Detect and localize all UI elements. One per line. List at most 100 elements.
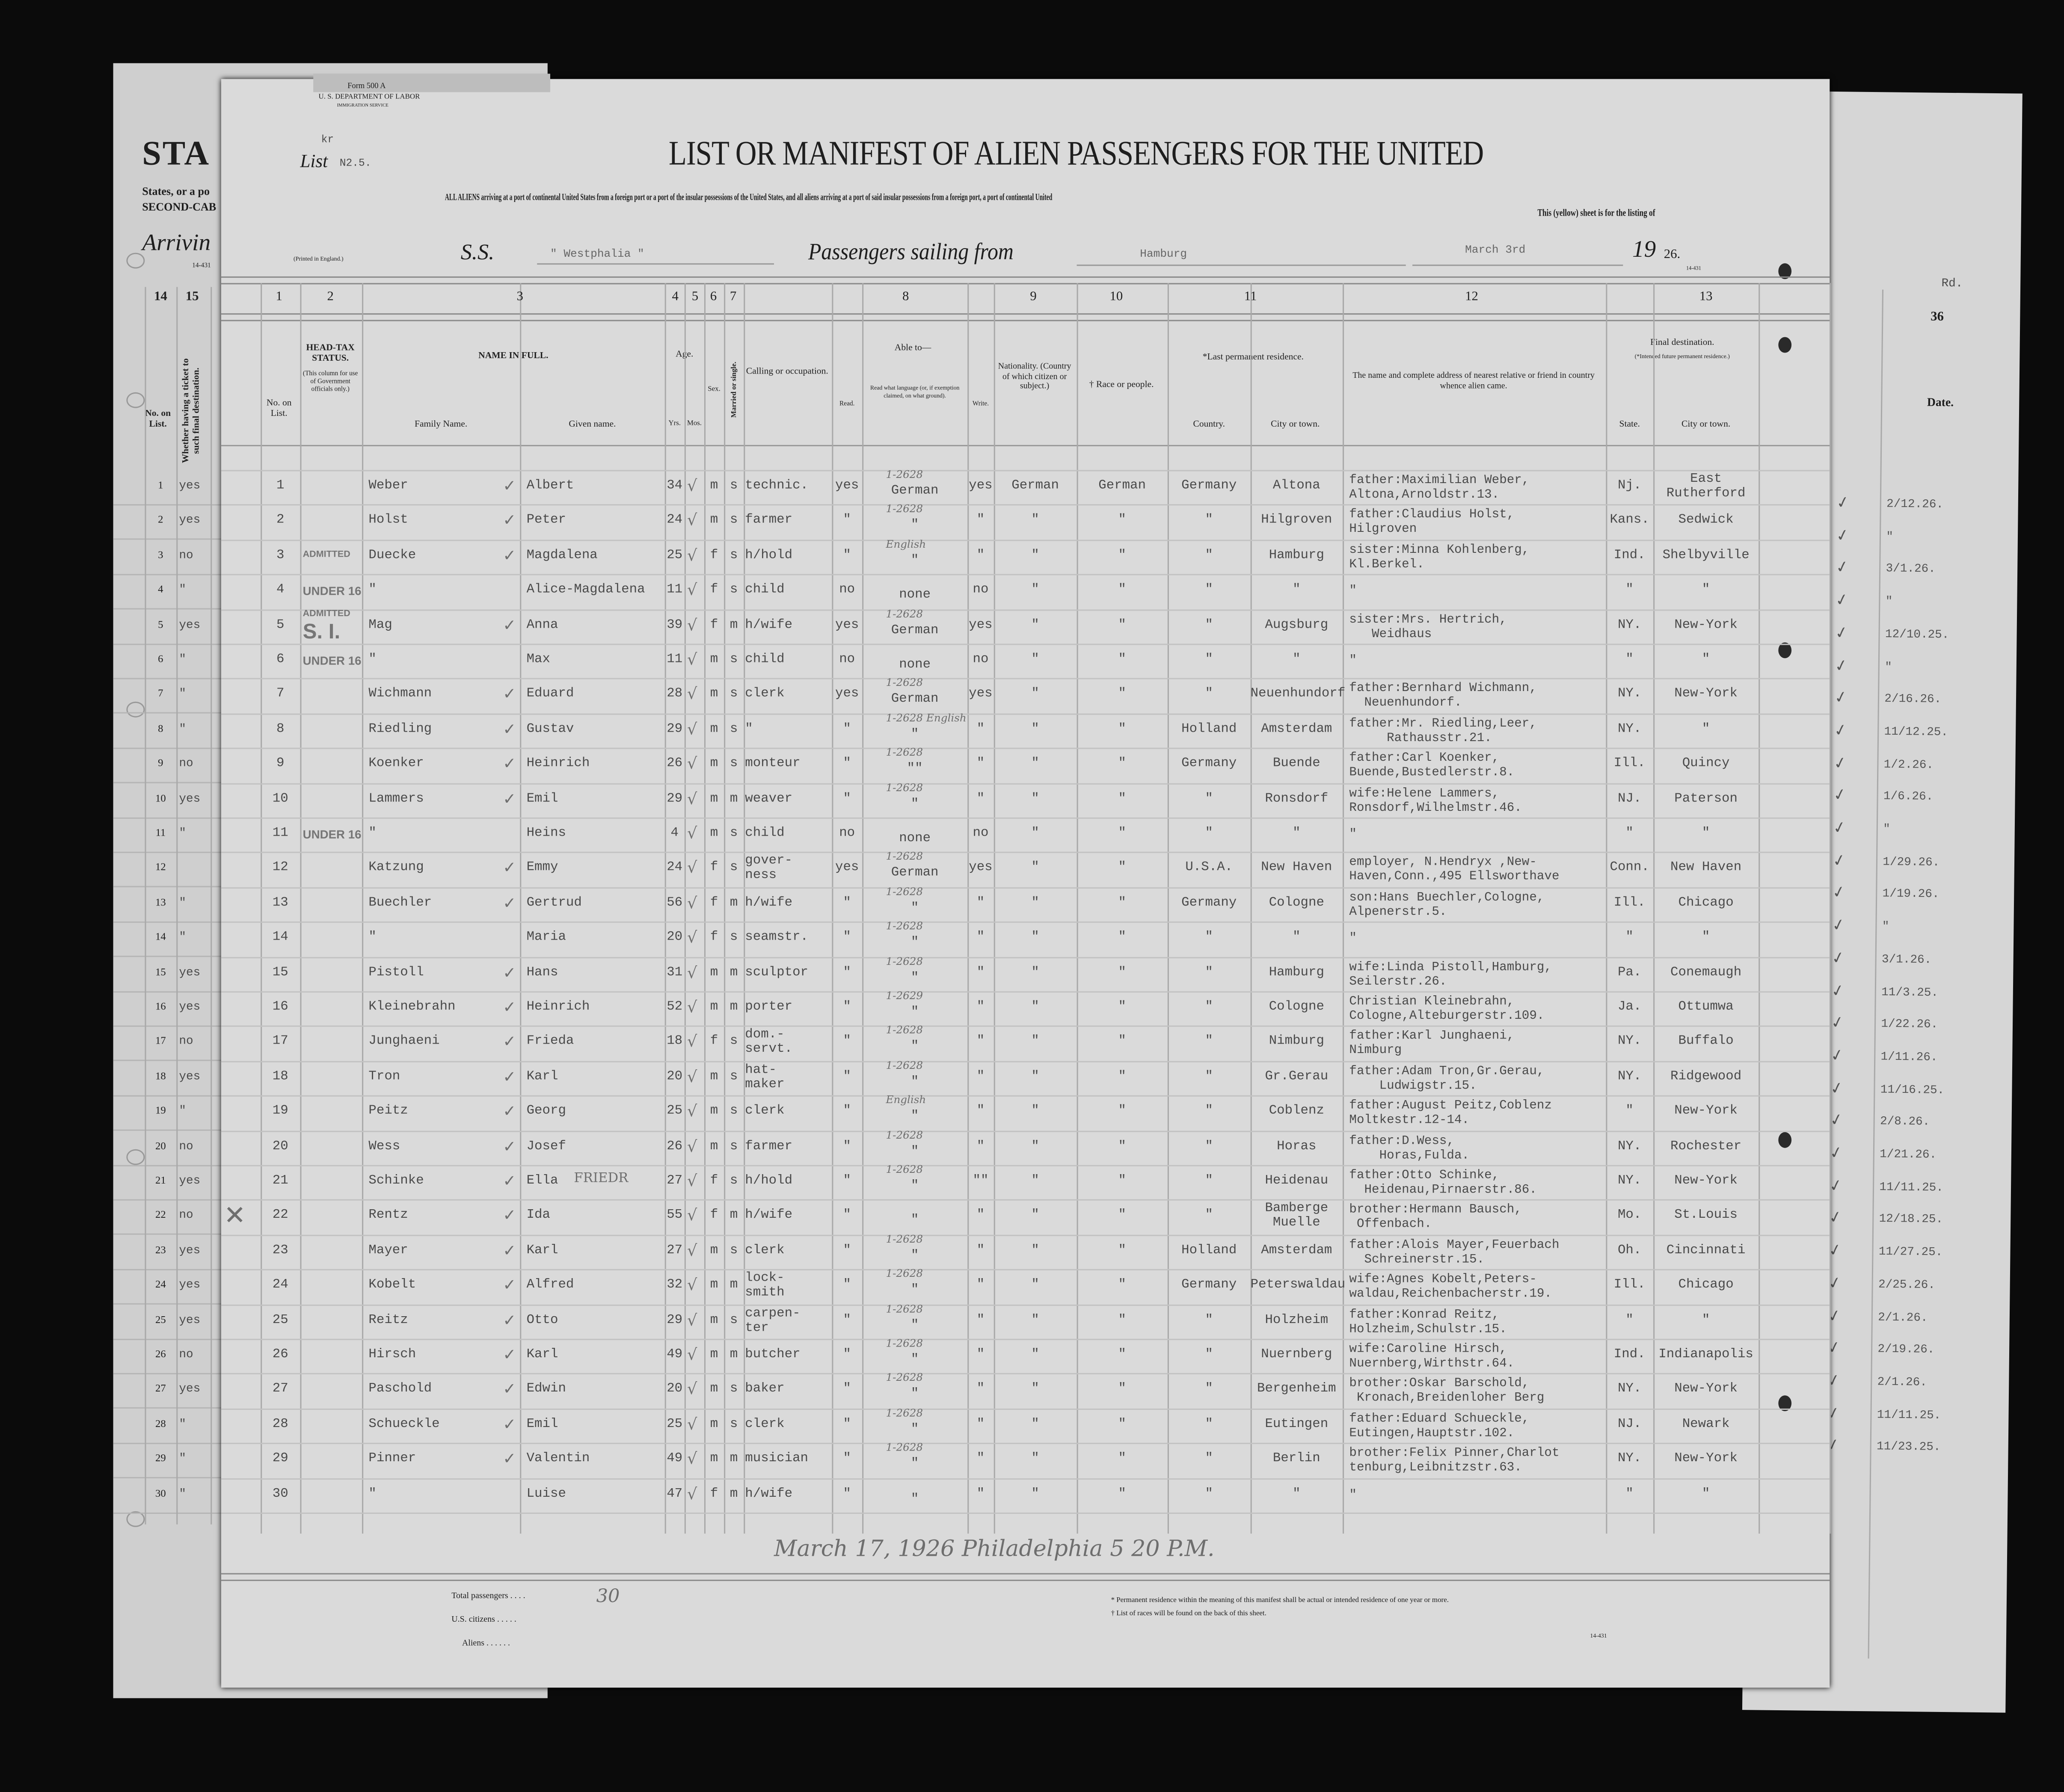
- date-value: 11/12.25.: [1884, 725, 1948, 739]
- date-value: 11/27.25.: [1878, 1245, 1943, 1259]
- cell-nationality: ": [1031, 827, 1039, 841]
- cell-age: 26: [667, 1139, 683, 1154]
- cell-read: ": [843, 1104, 851, 1119]
- ticket-value: yes: [179, 1383, 201, 1396]
- cell-read: no: [839, 827, 855, 841]
- row-divider: [113, 1407, 221, 1409]
- check-mark-icon: √: [687, 928, 697, 947]
- cell-marital: m: [730, 618, 738, 633]
- cell-no: 26: [272, 1348, 288, 1363]
- handwritten-note: 1-2628: [886, 851, 923, 863]
- cell-country: ": [1205, 1313, 1213, 1328]
- cell-write: no: [973, 827, 989, 841]
- cell-country: ": [1205, 965, 1213, 980]
- cell-write: ": [976, 1243, 985, 1258]
- date-value: ": [1883, 822, 1890, 836]
- row-divider: [221, 1443, 1830, 1445]
- row-divider: [113, 1512, 221, 1513]
- cell-nationality: ": [1031, 1070, 1039, 1085]
- cell-no: 6: [276, 653, 285, 668]
- column-number: 13: [1699, 289, 1713, 304]
- cell-race: ": [1118, 896, 1126, 911]
- ticket-value: ": [179, 688, 187, 701]
- cell-write: ": [976, 1487, 985, 1502]
- cell-dest-city: Cincinnati: [1666, 1243, 1746, 1258]
- cell-city: Gr.Gerau: [1265, 1070, 1329, 1085]
- check-mark-icon: √: [687, 1345, 697, 1364]
- cell-nationality: German: [1011, 479, 1059, 494]
- cell-occupation: butcher: [745, 1348, 801, 1363]
- cell-family: Duecke: [368, 549, 416, 564]
- cell-nationality: ": [1031, 1139, 1039, 1154]
- cell-age: 11: [667, 583, 683, 598]
- date-value: 1/11.26.: [1880, 1050, 1938, 1064]
- cell-language: ": [910, 1179, 919, 1194]
- row-divider: [221, 1165, 1830, 1166]
- cell-occupation: clerk: [745, 1417, 785, 1432]
- cell-read: ": [843, 1487, 851, 1502]
- cell-read: ": [843, 792, 851, 807]
- cell-sex: m: [710, 653, 718, 668]
- year-prefix: 19: [1632, 235, 1656, 262]
- cell-relative: ": [1349, 931, 1357, 946]
- header-mos: Mos.: [687, 420, 702, 428]
- row-divider: [113, 712, 221, 714]
- footnote-races: † List of races will be found on the bac…: [1111, 1610, 1266, 1618]
- ticket-value: yes: [179, 1000, 201, 1014]
- header-bottom-rule: [221, 445, 1830, 446]
- cell-race: ": [1118, 618, 1126, 633]
- cell-marital: s: [730, 1383, 738, 1397]
- check-mark-icon: ✓: [503, 963, 516, 982]
- date-value: 1/19.26.: [1882, 887, 1939, 902]
- col15-label: Whether having a ticket to such final de…: [180, 358, 202, 463]
- cell-given: Anna: [526, 618, 558, 633]
- cell-state: NY.: [1617, 1035, 1642, 1050]
- check-mark-icon: √: [687, 650, 697, 669]
- cell-country: Holland: [1181, 1243, 1237, 1258]
- date-value: 11/23.25.: [1876, 1440, 1941, 1454]
- cell-country: ": [1205, 1209, 1213, 1224]
- left-row-number: 18: [155, 1070, 166, 1082]
- date-value: 1/2.26.: [1883, 757, 1934, 771]
- cell-relative: employer, N.Hendryx ,New- Haven,Conn.,49…: [1349, 854, 1560, 884]
- cell-family: Buechler: [368, 896, 432, 911]
- column-divider: [862, 283, 864, 1534]
- check-mark-icon: √: [687, 1067, 697, 1086]
- row-divider: [113, 851, 221, 853]
- date-value: 11/11.25.: [1879, 1180, 1944, 1194]
- cell-sex: m: [710, 1348, 718, 1363]
- cell-occupation: seamstr.: [745, 931, 809, 946]
- cell-race: ": [1118, 722, 1126, 737]
- cell-race: ": [1118, 1383, 1126, 1397]
- cell-sex: f: [710, 618, 718, 633]
- cell-family: Holst: [368, 514, 408, 528]
- cell-family: Peitz: [368, 1104, 408, 1119]
- date-value: 2/1.26.: [1878, 1310, 1928, 1324]
- left-row-number: 1: [158, 479, 163, 491]
- cell-read: ": [843, 931, 851, 946]
- cell-nationality: ": [1031, 1313, 1039, 1328]
- footer-form-code: 14-431: [1590, 1632, 1607, 1639]
- cell-dest-city: Chicago: [1678, 896, 1734, 911]
- cell-sex: m: [710, 1383, 718, 1397]
- cell-marital: s: [730, 1139, 738, 1154]
- cell-nationality: ": [1031, 1278, 1039, 1293]
- cell-marital: s: [730, 757, 738, 772]
- row-divider: [113, 817, 221, 819]
- ticket-value: no: [179, 1139, 193, 1153]
- cell-family: Junghaeni: [368, 1035, 440, 1050]
- check-mark-icon: ✓: [1833, 622, 1850, 643]
- cell-dest-city: New-York: [1674, 688, 1738, 702]
- left-sheet-title: STA: [142, 134, 211, 173]
- cell-marital: m: [730, 896, 738, 911]
- cell-occupation: child: [745, 827, 785, 841]
- handwritten-note: 1-2628: [886, 885, 923, 898]
- cell-occupation: ": [745, 722, 753, 737]
- header-sex: Sex.: [708, 386, 721, 394]
- cell-marital: s: [730, 1104, 738, 1119]
- cell-marital: m: [730, 1452, 738, 1467]
- header-calling: Calling or occupation.: [746, 366, 828, 377]
- left-row-number: 7: [158, 688, 163, 700]
- cell-race: ": [1118, 1000, 1126, 1015]
- header-form-code: 14-431: [1686, 264, 1701, 271]
